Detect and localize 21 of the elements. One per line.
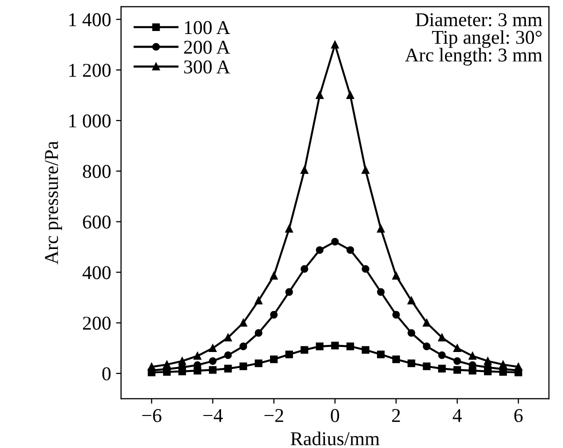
y-tick-label: 0 bbox=[102, 367, 111, 380]
x-tick-label: −6 bbox=[142, 409, 162, 422]
legend-label: 300 A bbox=[184, 60, 230, 74]
x-tick-label: 2 bbox=[392, 409, 400, 422]
x-tick-label: −4 bbox=[203, 409, 223, 422]
y-tick-label: 400 bbox=[82, 266, 111, 280]
y-axis-title: Arc pressure/Pa bbox=[45, 141, 62, 264]
legend-label: 200 A bbox=[184, 40, 230, 54]
x-axis-title: Radius/mm bbox=[290, 432, 380, 446]
y-tick-label: 1 000 bbox=[69, 114, 111, 128]
y-tick-label: 800 bbox=[82, 164, 111, 178]
x-tick-label: 4 bbox=[452, 409, 462, 422]
annotation: Diameter: 3 mm Tip angel: 30° Arc length: 3 mm bbox=[404, 13, 542, 66]
y-tick-label: 600 bbox=[82, 216, 111, 229]
x-tick-label: 0 bbox=[330, 409, 340, 422]
y-tick-label: 1 400 bbox=[69, 13, 111, 26]
x-tick-label: −2 bbox=[264, 409, 284, 422]
y-tick-label: 200 bbox=[83, 316, 111, 330]
x-tick-label: 6 bbox=[514, 409, 523, 422]
legend-label: 100 A bbox=[184, 21, 230, 34]
y-tick-label: 1 200 bbox=[69, 64, 111, 77]
